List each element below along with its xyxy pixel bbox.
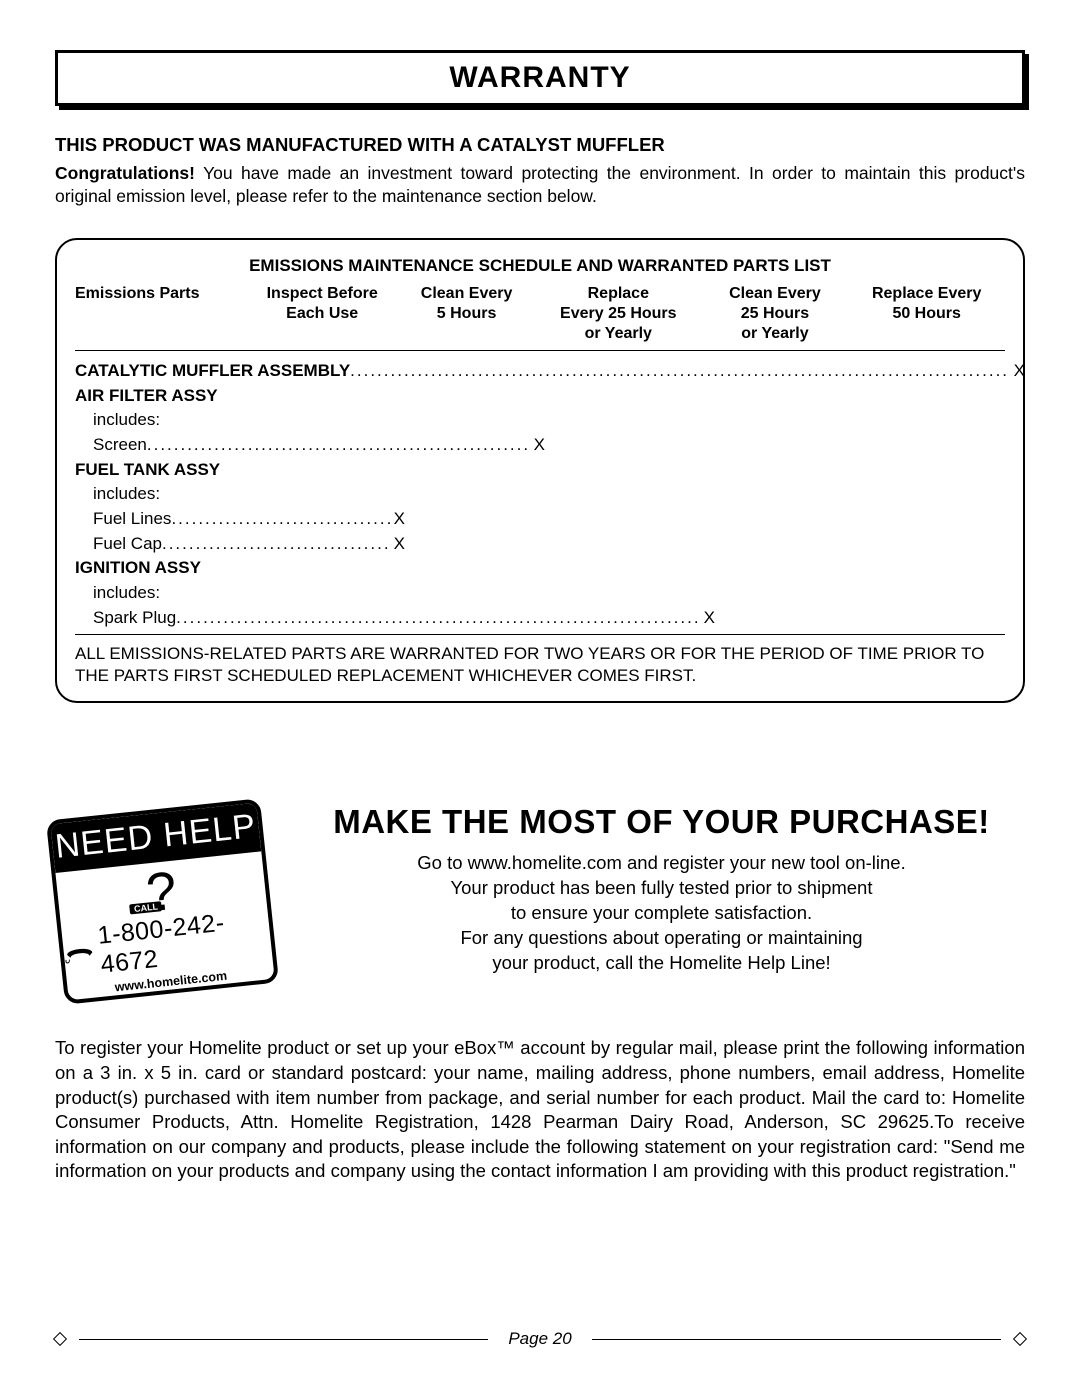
row-label: Fuel Lines bbox=[93, 507, 171, 532]
part-heading: FUEL TANK ASSY bbox=[75, 458, 1005, 483]
schedule-row: CATALYTIC MUFFLER ASSEMBLY .............… bbox=[75, 359, 1025, 384]
promo-line: Go to www.homelite.com and register your… bbox=[298, 851, 1025, 876]
schedule-row: Spark Plug .............................… bbox=[75, 606, 715, 631]
question-mark-icon: ? CALL bbox=[144, 867, 179, 918]
column-header: Clean Every25 Hoursor Yearly bbox=[702, 284, 849, 344]
intro-rest: You have made an investment toward prote… bbox=[55, 163, 1025, 206]
maintenance-schedule-box: EMISSIONS MAINTENANCE SCHEDULE AND WARRA… bbox=[55, 238, 1025, 703]
part-heading: IGNITION ASSY bbox=[75, 556, 1005, 581]
phone-handset-icon bbox=[63, 940, 97, 965]
need-help-badge: NEED HELP ? CALL 1-800-242-4672 www.home… bbox=[55, 809, 270, 994]
row-label: Screen bbox=[93, 433, 147, 458]
leader-dots: ........................................… bbox=[162, 532, 390, 557]
row-label: Spark Plug bbox=[93, 606, 176, 631]
schedule-row: Fuel Lines .............................… bbox=[75, 507, 405, 532]
catalyst-subheading: THIS PRODUCT WAS MANUFACTURED WITH A CAT… bbox=[55, 134, 1025, 156]
schedule-divider-bottom bbox=[75, 634, 1005, 635]
promo-line: Your product has been fully tested prior… bbox=[298, 876, 1025, 901]
intro-paragraph: Congratulations! You have made an invest… bbox=[55, 162, 1025, 208]
warranty-title-box: WARRANTY bbox=[55, 50, 1025, 106]
page-number: Page 20 bbox=[502, 1329, 577, 1349]
badge-frame: NEED HELP ? CALL 1-800-242-4672 www.home… bbox=[46, 799, 279, 1005]
column-header: Emissions Parts bbox=[75, 284, 246, 344]
promo-text-block: MAKE THE MOST OF YOUR PURCHASE! Go to ww… bbox=[298, 803, 1025, 976]
part-subtext: includes: bbox=[93, 581, 1005, 606]
part-subtext: includes: bbox=[93, 482, 1005, 507]
schedule-footer-note: ALL EMISSIONS-RELATED PARTS ARE WARRANTE… bbox=[75, 643, 1005, 687]
schedule-title: EMISSIONS MAINTENANCE SCHEDULE AND WARRA… bbox=[75, 256, 1005, 276]
schedule-body: CATALYTIC MUFFLER ASSEMBLY .............… bbox=[75, 359, 1005, 630]
promo-line: your product, call the Homelite Help Lin… bbox=[298, 951, 1025, 976]
congrats-label: Congratulations! bbox=[55, 163, 195, 183]
column-header: Replace Every50 Hours bbox=[848, 284, 1005, 344]
leader-dots: ........................................… bbox=[350, 359, 1010, 384]
schedule-mark: X bbox=[390, 507, 405, 532]
footer-diamond-icon bbox=[1013, 1332, 1027, 1346]
footer-diamond-icon bbox=[53, 1332, 67, 1346]
promo-section: NEED HELP ? CALL 1-800-242-4672 www.home… bbox=[55, 803, 1025, 994]
leader-dots: ........................................… bbox=[171, 507, 389, 532]
schedule-mark: X bbox=[390, 532, 405, 557]
warranty-title: WARRANTY bbox=[58, 61, 1022, 95]
promo-title: MAKE THE MOST OF YOUR PURCHASE! bbox=[298, 803, 1025, 841]
footer-rule bbox=[79, 1339, 488, 1340]
leader-dots: ........................................… bbox=[147, 433, 530, 458]
schedule-mark: X bbox=[530, 433, 545, 458]
leader-dots: ........................................… bbox=[176, 606, 699, 631]
schedule-mark: X bbox=[700, 606, 715, 631]
column-header: Clean Every5 Hours bbox=[398, 284, 535, 344]
row-label: Fuel Cap bbox=[93, 532, 162, 557]
column-header: ReplaceEvery 25 Hoursor Yearly bbox=[535, 284, 701, 344]
schedule-row: Screen .................................… bbox=[75, 433, 545, 458]
registration-paragraph: To register your Homelite product or set… bbox=[55, 1036, 1025, 1184]
page-footer: Page 20 bbox=[55, 1329, 1025, 1349]
schedule-row: Fuel Cap ...............................… bbox=[75, 532, 405, 557]
schedule-column-headers: Emissions PartsInspect BeforeEach UseCle… bbox=[75, 284, 1005, 344]
row-label: CATALYTIC MUFFLER ASSEMBLY bbox=[75, 359, 350, 384]
promo-line: to ensure your complete satisfaction. bbox=[298, 901, 1025, 926]
part-subtext: includes: bbox=[93, 408, 1005, 433]
promo-line: For any questions about operating or mai… bbox=[298, 926, 1025, 951]
column-header: Inspect BeforeEach Use bbox=[246, 284, 398, 344]
footer-rule bbox=[592, 1339, 1001, 1340]
schedule-divider bbox=[75, 350, 1005, 351]
schedule-mark: X bbox=[1010, 359, 1025, 384]
part-heading: AIR FILTER ASSY bbox=[75, 384, 1005, 409]
